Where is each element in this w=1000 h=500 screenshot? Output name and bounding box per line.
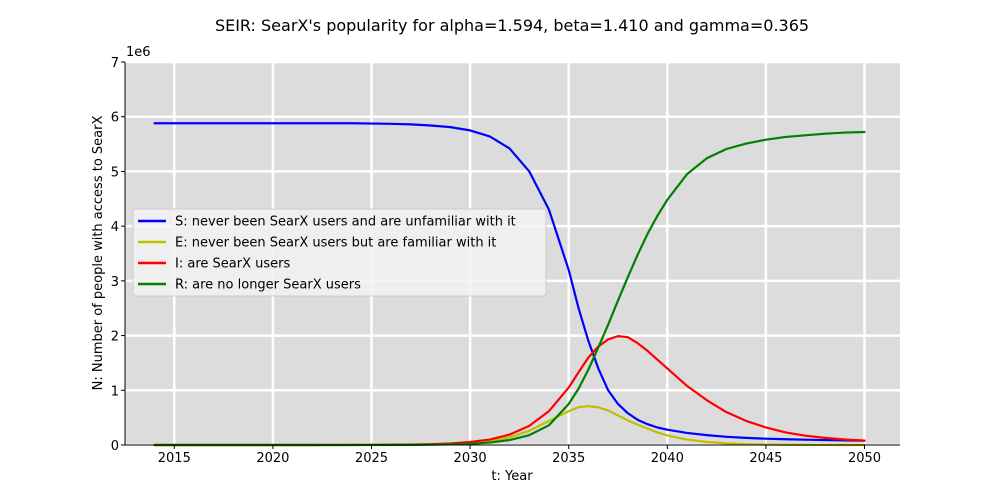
legend-entry: I: are SearX users [175,257,290,272]
x-tick-label: 2025 [355,451,388,466]
x-axis-label: t: Year [491,469,533,484]
x-tick-label: 2015 [158,451,191,466]
y-tick-label: 0 [111,439,119,454]
y-tick-label: 7 [111,56,119,71]
y-offset-label: 1e6 [126,45,151,60]
series-line-s [153,122,866,442]
y-tick-label: 3 [111,275,119,290]
x-tick-label: 2050 [848,451,881,466]
y-tick-label: 4 [111,220,119,235]
axes [121,61,900,449]
x-tick-label: 2035 [552,451,585,466]
legend-entry: R: are no longer SearX users [175,278,361,293]
chart-title: SEIR: SearX's popularity for alpha=1.594… [215,16,809,35]
y-tick-label: 6 [111,111,119,126]
x-tick-label: 2045 [749,451,782,466]
x-tick-label: 2020 [256,451,289,466]
tick-labels: 2015 2020 2025 2030 2035 2040 2045 2050 0 1 2 3 4 5 6 7 [111,56,881,466]
legend-box [132,208,547,297]
y-tick-label: 2 [111,330,119,345]
y-tick-label: 5 [111,165,119,180]
legend-entry: S: never been SearX users and are unfami… [175,215,516,230]
x-tick-label: 2030 [454,451,487,466]
legend-entry: E: never been SearX users but are famili… [175,236,496,251]
y-axis-label: N: Number of people with access to SearX [91,116,106,391]
y-tick-label: 1 [111,384,119,399]
legend: S: never been SearX users and are unfami… [132,208,547,297]
x-tick-label: 2040 [651,451,684,466]
